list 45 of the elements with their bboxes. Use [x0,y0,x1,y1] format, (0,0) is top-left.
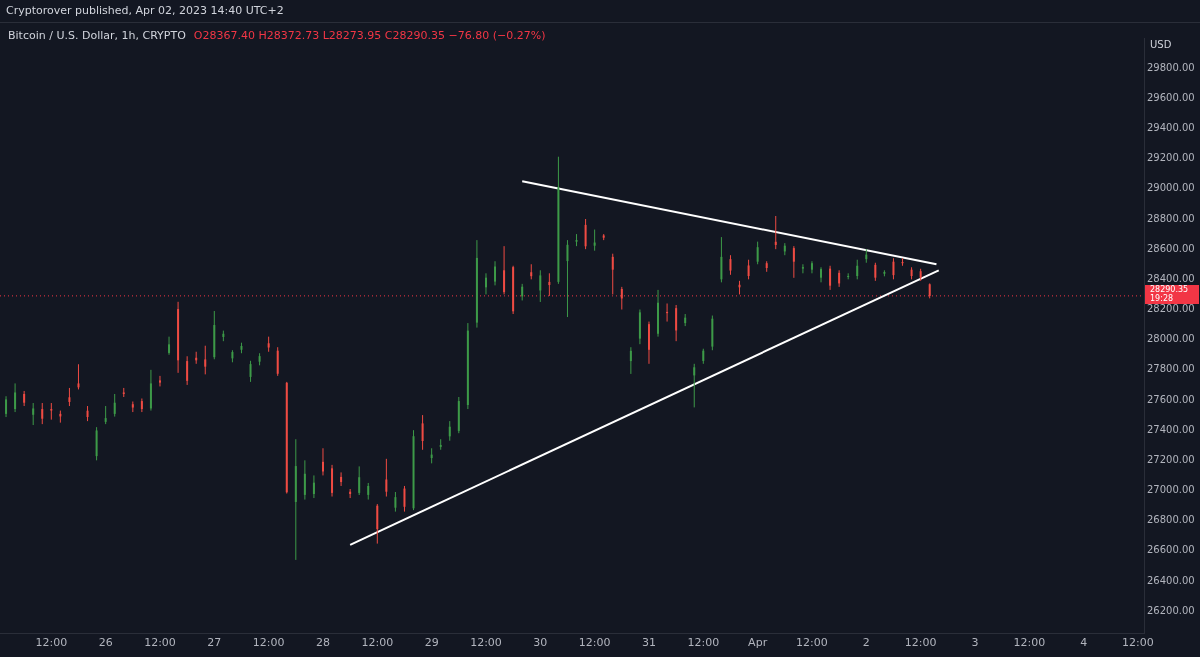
y-tick-label: 27000.00 [1147,484,1195,496]
y-tick-label: 27200.00 [1147,453,1195,465]
x-tick-label: 12:00 [1122,636,1154,650]
y-tick-label: 29800.00 [1147,61,1195,73]
y-tick-label: 29400.00 [1147,122,1195,134]
y-tick-label: 28200.00 [1147,303,1195,315]
x-tick-label: 29 [424,636,439,650]
y-tick-label: 28600.00 [1147,242,1195,254]
x-tick-label: 12:00 [252,636,285,650]
x-tick-label: 12:00 [796,636,828,650]
y-tick-label: 28400.00 [1147,272,1195,284]
x-tick-label: 3 [971,636,979,650]
x-tick-label: 12:00 [35,636,68,650]
y-tick-label: 27800.00 [1147,363,1195,375]
x-tick-label: 12:00 [470,636,502,650]
x-tick-label: Apr [748,636,768,650]
y-tick-label: 26400.00 [1147,574,1195,586]
x-tick-label: 12:00 [1013,636,1046,650]
x-tick-label: 4 [1080,636,1088,650]
annotation: O28367.40 H28372.73 L28273.95 C28290.35 −76.80 (−0.27%) [193,29,546,42]
x-tick-label: 12:00 [361,636,394,650]
x-tick-label: 26 [98,636,113,650]
y-tick-label: 26600.00 [1147,544,1195,556]
x-tick-label: 12:00 [144,636,176,650]
y-tick-label: 29200.00 [1147,152,1195,164]
x-tick-label: 12:00 [578,636,611,650]
y-tick-label: 26200.00 [1147,604,1195,616]
x-tick-label: 27 [207,636,222,650]
x-tick-label: 31 [641,636,656,650]
x-tick-label: 12:00 [904,636,937,650]
y-tick-label: 29600.00 [1147,91,1195,103]
y-tick-label: 26800.00 [1147,514,1195,526]
x-tick-label: 28 [315,636,330,650]
chart-title: Bitcoin / U.S. Dollar, 1h, CRYPTO [8,29,186,42]
text: Cryptorover published, Apr 02, 2023 14:40 UTC+2 [0,0,1200,23]
y-tick-label: 27600.00 [1147,393,1195,405]
y-tick-label: 27400.00 [1147,423,1195,435]
x-tick-label: 2 [862,636,870,650]
y-tick-label: 28800.00 [1147,212,1195,224]
x-tick-label: 30 [533,636,548,650]
y-axis-title: USD [1150,38,1172,50]
y-tick-label: 29000.00 [1147,182,1195,194]
y-tick-label: 28000.00 [1147,333,1195,345]
x-tick-label: 12:00 [687,636,720,650]
ref-line-label: 28290.35 19:28 [1150,284,1189,303]
